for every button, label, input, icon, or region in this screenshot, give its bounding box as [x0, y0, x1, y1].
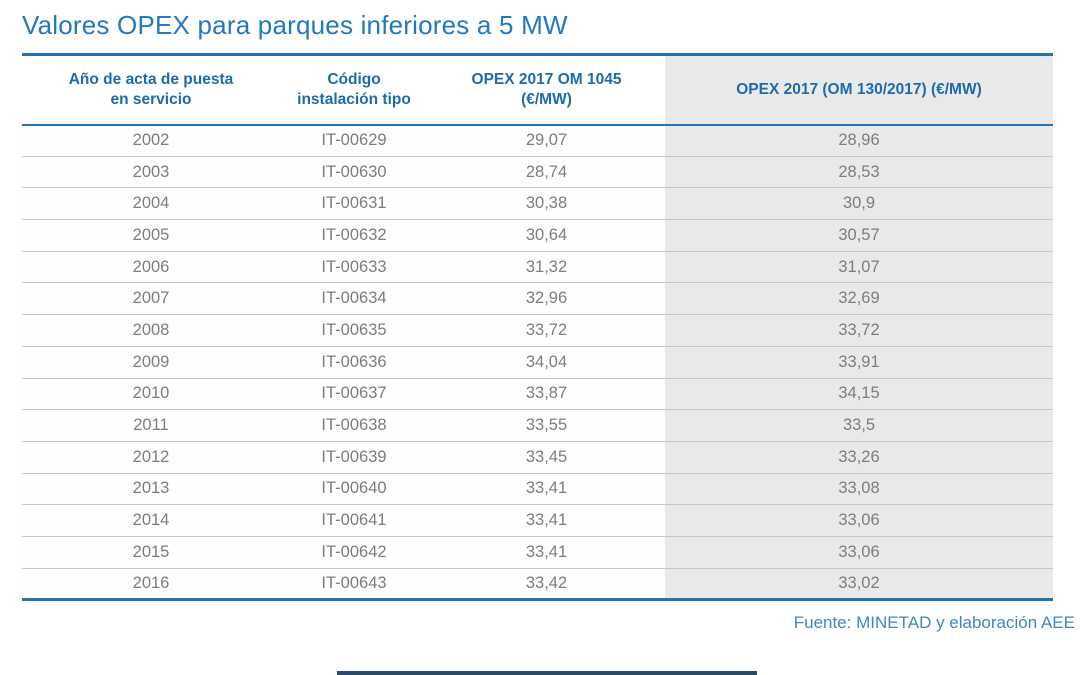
cell-opex-om-130-2017: 28,96: [665, 124, 1053, 157]
cell-opex-om-1045: 33,42: [428, 568, 665, 600]
cell-opex-om-130-2017: 30,9: [665, 187, 1053, 221]
table-row: 2003 IT-00630 28,74 28,53: [22, 156, 1053, 189]
table-header-row: Año de acta de puesta en servicio Código…: [22, 54, 1053, 126]
cell-year: 2015: [22, 536, 280, 569]
column-header-opex-om-130-2017: OPEX 2017 (OM 130/2017) (€/MW): [665, 54, 1053, 126]
cell-opex-om-1045: 29,07: [428, 124, 665, 157]
cell-installation-code: IT-00629: [280, 124, 428, 157]
table-row: 2005 IT-00632 30,64 30,57: [22, 219, 1053, 252]
cell-installation-code: IT-00638: [280, 409, 428, 442]
table-body: 2002 IT-00629 29,07 28,96 2003 IT-00630 …: [22, 124, 1053, 600]
table-row: 2004 IT-00631 30,38 30,9: [22, 187, 1053, 221]
cell-opex-om-130-2017: 32,69: [665, 282, 1053, 316]
cell-opex-om-130-2017: 33,5: [665, 409, 1053, 442]
cell-year: 2006: [22, 251, 280, 284]
cell-year: 2003: [22, 156, 280, 189]
cell-opex-om-130-2017: 34,15: [665, 378, 1053, 411]
table-row: 2016 IT-00643 33,42 33,02: [22, 568, 1053, 600]
cell-opex-om-1045: 32,96: [428, 282, 665, 316]
cell-opex-om-130-2017: 28,53: [665, 156, 1053, 189]
cell-year: 2016: [22, 568, 280, 600]
cell-opex-om-1045: 33,55: [428, 409, 665, 442]
cell-installation-code: IT-00633: [280, 251, 428, 284]
cell-opex-om-130-2017: 33,06: [665, 536, 1053, 569]
cell-opex-om-1045: 33,45: [428, 441, 665, 474]
cell-installation-code: IT-00632: [280, 219, 428, 252]
cell-installation-code: IT-00637: [280, 378, 428, 411]
cell-opex-om-130-2017: 33,08: [665, 473, 1053, 506]
cell-year: 2010: [22, 378, 280, 411]
cell-installation-code: IT-00640: [280, 473, 428, 506]
cell-opex-om-1045: 33,41: [428, 536, 665, 569]
cell-opex-om-1045: 33,87: [428, 378, 665, 411]
cell-opex-om-1045: 30,38: [428, 187, 665, 221]
cell-year: 2002: [22, 124, 280, 157]
content-area: Valores OPEX para parques inferiores a 5…: [22, 10, 1075, 633]
cell-opex-om-1045: 33,41: [428, 473, 665, 506]
cell-opex-om-1045: 28,74: [428, 156, 665, 189]
opex-values-table: Año de acta de puesta en servicio Código…: [22, 53, 1053, 602]
table-header: Año de acta de puesta en servicio Código…: [22, 54, 1053, 126]
cell-opex-om-1045: 34,04: [428, 346, 665, 379]
cell-year: 2008: [22, 314, 280, 347]
cell-opex-om-130-2017: 31,07: [665, 251, 1053, 284]
cell-opex-om-130-2017: 33,91: [665, 346, 1053, 379]
cell-opex-om-1045: 33,72: [428, 314, 665, 347]
cell-opex-om-130-2017: 33,06: [665, 504, 1053, 537]
table-row: 2012 IT-00639 33,45 33,26: [22, 441, 1053, 474]
table-row: 2008 IT-00635 33,72 33,72: [22, 314, 1053, 347]
table-row: 2009 IT-00636 34,04 33,91: [22, 346, 1053, 379]
source-attribution: Fuente: MINETAD y elaboración AEE: [793, 613, 1075, 633]
table-row: 2015 IT-00642 33,41 33,06: [22, 536, 1053, 569]
cell-installation-code: IT-00635: [280, 314, 428, 347]
cell-installation-code: IT-00634: [280, 282, 428, 316]
footer-bar: [337, 671, 757, 675]
cell-year: 2007: [22, 282, 280, 316]
cell-opex-om-1045: 30,64: [428, 219, 665, 252]
cell-opex-om-1045: 31,32: [428, 251, 665, 284]
cell-year: 2004: [22, 187, 280, 221]
column-header-installation-code: Código instalación tipo: [280, 54, 428, 126]
cell-year: 2005: [22, 219, 280, 252]
table-row: 2014 IT-00641 33,41 33,06: [22, 504, 1053, 537]
cell-installation-code: IT-00636: [280, 346, 428, 379]
cell-year: 2014: [22, 504, 280, 537]
table-row: 2007 IT-00634 32,96 32,69: [22, 282, 1053, 316]
cell-opex-om-130-2017: 33,26: [665, 441, 1053, 474]
cell-year: 2011: [22, 409, 280, 442]
table-row: 2006 IT-00633 31,32 31,07: [22, 251, 1053, 284]
cell-opex-om-1045: 33,41: [428, 504, 665, 537]
table-row: 2011 IT-00638 33,55 33,5: [22, 409, 1053, 442]
cell-installation-code: IT-00642: [280, 536, 428, 569]
table-row: 2002 IT-00629 29,07 28,96: [22, 124, 1053, 157]
cell-installation-code: IT-00639: [280, 441, 428, 474]
table-row: 2013 IT-00640 33,41 33,08: [22, 473, 1053, 506]
table-row: 2010 IT-00637 33,87 34,15: [22, 378, 1053, 411]
cell-opex-om-130-2017: 33,72: [665, 314, 1053, 347]
cell-opex-om-130-2017: 33,02: [665, 568, 1053, 600]
cell-opex-om-130-2017: 30,57: [665, 219, 1053, 252]
page-title: Valores OPEX para parques inferiores a 5…: [22, 10, 568, 40]
column-header-opex-om-1045: OPEX 2017 OM 1045 (€/MW): [428, 54, 665, 126]
cell-year: 2009: [22, 346, 280, 379]
cell-year: 2012: [22, 441, 280, 474]
cell-year: 2013: [22, 473, 280, 506]
column-header-year: Año de acta de puesta en servicio: [22, 54, 280, 126]
cell-installation-code: IT-00631: [280, 187, 428, 221]
cell-installation-code: IT-00641: [280, 504, 428, 537]
cell-installation-code: IT-00643: [280, 568, 428, 600]
cell-installation-code: IT-00630: [280, 156, 428, 189]
